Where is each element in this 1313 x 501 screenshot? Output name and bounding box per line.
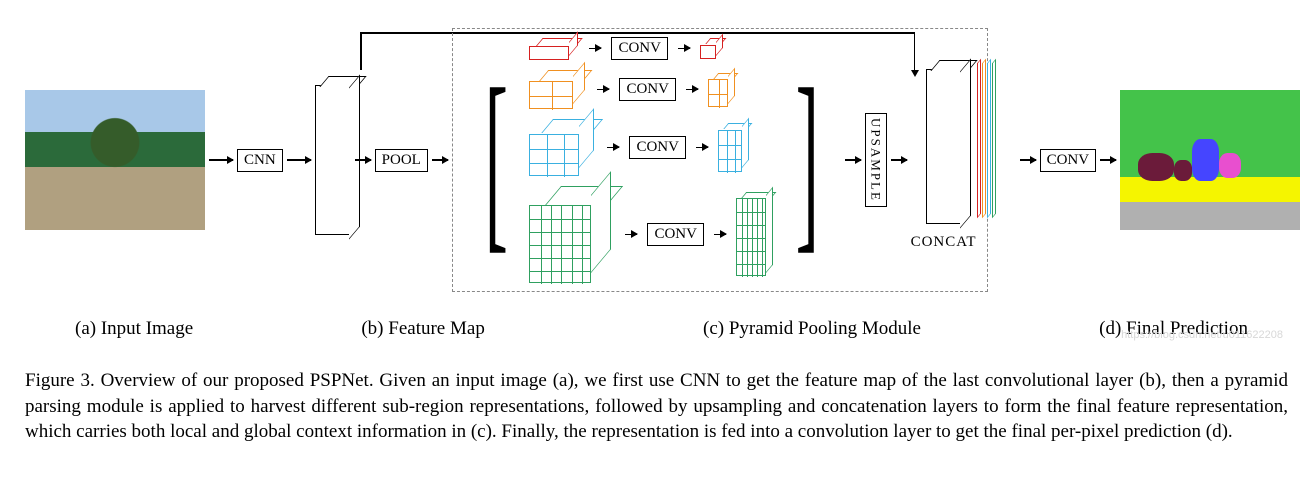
concat-slab-2: [987, 59, 991, 219]
concat-slab-0: [977, 59, 981, 219]
cnn-box: CNN: [237, 149, 283, 172]
conv-box-level-2x2: CONV: [619, 78, 676, 101]
label-a: (a) Input Image: [75, 318, 193, 340]
concat-slab-1: [982, 59, 986, 219]
pyramid-row-level-6x6: CONV: [529, 186, 774, 283]
pyramid-rows: CONV CONV CONV CONV: [529, 37, 774, 283]
concat-slabs: [976, 61, 996, 216]
cube-level-1x1: [700, 38, 724, 58]
pool-box: POOL: [375, 149, 428, 172]
concat-col: CONCAT: [911, 69, 977, 251]
cube-level-3x3: [718, 123, 750, 171]
conv-box-level-3x3: CONV: [629, 136, 686, 159]
concat-block: [926, 69, 962, 224]
input-image-placeholder: [25, 90, 205, 230]
upsample-box: UPSAMPLE: [865, 113, 887, 207]
cube-level-3x3: [529, 119, 597, 175]
feature-map-col: [315, 85, 351, 235]
flow-pool: POOL: [351, 149, 452, 172]
cube-level-6x6: [736, 192, 774, 276]
watermark-text: https://blog.csdn.net/u011622208: [1121, 329, 1283, 341]
right-bracket: ]: [796, 60, 819, 260]
pyramid-row-level-1x1: CONV: [529, 37, 774, 60]
concat-slab-3: [992, 59, 996, 219]
part-labels-row: (a) Input Image (b) Feature Map (c) Pyra…: [25, 318, 1288, 340]
concat-label: CONCAT: [911, 234, 977, 251]
conv-box-level-1x1: CONV: [611, 37, 668, 60]
conv-box-level-6x6: CONV: [647, 223, 704, 246]
pyramid-row-level-3x3: CONV: [529, 119, 774, 175]
label-b: (b) Feature Map: [361, 318, 484, 340]
left-bracket: [: [484, 60, 507, 260]
feature-map-block: [315, 85, 351, 235]
flow-final-conv: CONV: [1016, 149, 1121, 172]
architecture-diagram: CNN POOL [ CONV CONV CONV CONV ] UPSAMPLE C…: [25, 20, 1288, 300]
cube-level-1x1: [529, 38, 579, 60]
pyramid-pooling-module: [ CONV CONV CONV CONV ] UPSAMPLE CONCAT: [452, 28, 988, 292]
pyramid-row-level-2x2: CONV: [529, 70, 774, 109]
input-image-col: [25, 90, 205, 230]
cube-level-6x6: [529, 186, 615, 283]
figure-caption: Figure 3. Overview of our proposed PSPNe…: [25, 368, 1288, 445]
final-conv-box: CONV: [1040, 149, 1097, 172]
flow-cnn: CNN: [205, 149, 315, 172]
cube-level-2x2: [529, 70, 587, 109]
cube-level-2x2: [708, 73, 736, 107]
segmentation-output-placeholder: [1120, 90, 1300, 230]
final-prediction-col: [1120, 90, 1300, 230]
label-c: (c) Pyramid Pooling Module: [703, 318, 921, 340]
